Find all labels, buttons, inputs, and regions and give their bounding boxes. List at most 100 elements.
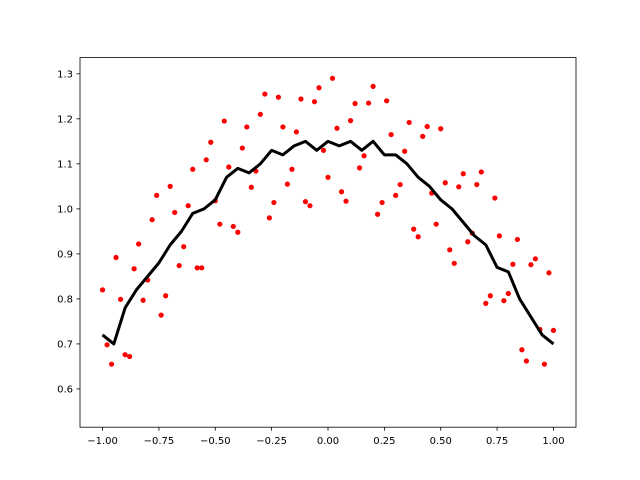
- scatter-point: [127, 353, 133, 360]
- scatter-point: [546, 270, 552, 276]
- scatter-point: [140, 297, 146, 303]
- scatter-point: [108, 361, 115, 367]
- scatter-point: [244, 124, 250, 130]
- y-tick-label: 1.3: [57, 69, 73, 80]
- scatter-point: [163, 293, 169, 299]
- scatter-point: [199, 265, 205, 271]
- scatter-point: [316, 85, 322, 91]
- scatter-point: [523, 358, 530, 364]
- x-tick-label: −1.00: [87, 436, 118, 447]
- scatter-point: [158, 312, 164, 318]
- scatter-point: [235, 229, 241, 235]
- scatter-point: [338, 189, 345, 195]
- scatter-point: [302, 199, 309, 205]
- scatter-point: [456, 184, 462, 190]
- scatter-point: [397, 181, 403, 188]
- x-tick-label: 1.00: [542, 436, 564, 447]
- scatter-point: [541, 361, 548, 367]
- scatter-point: [550, 327, 557, 334]
- scatter-point: [221, 118, 227, 124]
- scatter-point: [181, 244, 187, 250]
- line: [101, 139, 555, 346]
- y-tick-label: 1.2: [57, 114, 73, 125]
- scatter-point: [176, 262, 182, 269]
- scatter-point: [307, 203, 313, 209]
- scatter-point: [149, 217, 155, 223]
- scatter-point: [271, 199, 277, 206]
- scatter-point: [384, 98, 390, 104]
- scatter-point: [433, 221, 439, 227]
- scatter-point: [460, 171, 466, 177]
- scatter-point: [442, 180, 448, 186]
- x-tick-label: 0.25: [373, 436, 395, 447]
- scatter-point: [478, 169, 484, 175]
- scatter-point: [375, 211, 381, 217]
- scatter-point: [172, 209, 178, 216]
- scatter-point: [208, 139, 214, 145]
- scatter-point: [532, 256, 539, 262]
- scatter-point: [424, 123, 430, 130]
- scatter-point: [334, 125, 340, 131]
- scatter-point: [343, 198, 349, 204]
- scatter-point: [505, 290, 511, 297]
- scatter-point: [370, 83, 376, 90]
- x-tick-label: 0.00: [317, 436, 339, 447]
- x-tick-label: −0.25: [256, 436, 287, 447]
- x-tick-label: 0.50: [430, 436, 452, 447]
- scatter-point: [388, 131, 394, 138]
- scatter-point: [266, 215, 272, 221]
- y-tick-label: 0.6: [57, 384, 73, 395]
- scatter-point: [167, 183, 173, 189]
- scatter-point: [203, 157, 209, 163]
- scatter-point: [154, 192, 160, 198]
- scatter-point: [501, 298, 507, 304]
- scatter-point: [284, 181, 291, 187]
- scatter-point: [289, 166, 295, 172]
- scatter-point: [519, 347, 525, 353]
- x-tick-label: 0.75: [486, 436, 508, 447]
- scatter-point: [113, 254, 119, 261]
- scatter-point: [483, 300, 489, 306]
- scatter-point: [411, 226, 417, 232]
- scatter-point: [361, 153, 367, 159]
- scatter-point: [325, 174, 331, 180]
- scatter-point: [451, 260, 457, 266]
- scatter-point: [217, 221, 223, 227]
- scatter-point: [136, 241, 142, 247]
- scatter-point: [122, 352, 128, 358]
- y-tick-label: 0.7: [57, 339, 73, 350]
- scatter-point: [104, 342, 110, 348]
- y-tick-label: 1.1: [57, 159, 73, 170]
- scatter-point: [496, 233, 502, 239]
- scatter-point: [190, 166, 196, 172]
- scatter-point: [99, 287, 106, 293]
- scatter-point: [293, 129, 300, 135]
- x-tick-label: −0.50: [200, 436, 231, 447]
- scatter-point: [185, 203, 191, 209]
- scatter-point: [329, 75, 336, 81]
- scatter-point: [117, 296, 124, 302]
- scatter-point: [438, 126, 444, 132]
- scatter-point: [226, 164, 232, 170]
- scatter-point: [393, 192, 399, 198]
- scatter-point: [262, 91, 268, 97]
- scatter-point: [487, 293, 493, 299]
- scatter-point: [447, 247, 453, 253]
- scatter-point: [347, 118, 354, 124]
- scatter-point: [420, 133, 426, 139]
- scatter-point: [365, 100, 372, 106]
- scatter-point: [528, 262, 534, 268]
- scatter-point: [248, 184, 254, 190]
- scatter-point: [356, 165, 363, 171]
- scatter-point: [280, 124, 286, 130]
- scatter-point: [402, 148, 408, 154]
- scatter-point: [415, 234, 421, 240]
- y-tick-label: 1.0: [57, 204, 73, 215]
- plot-frame: [79, 57, 577, 428]
- x-tick-label: −0.75: [144, 436, 175, 447]
- scatter-point: [510, 261, 516, 267]
- scatter-point: [379, 199, 385, 206]
- scatter-point: [492, 195, 498, 201]
- scatter-point: [406, 119, 412, 126]
